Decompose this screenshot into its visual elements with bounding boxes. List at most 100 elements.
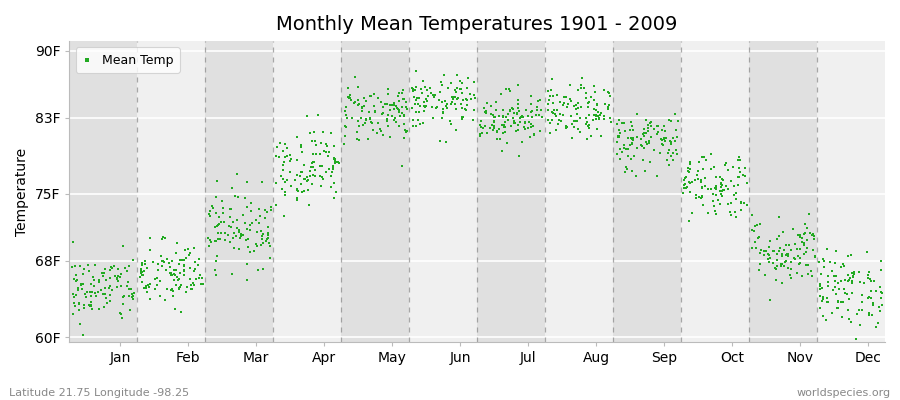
Mean Temp <box>763 297 778 303</box>
Mean Temp <box>231 227 246 233</box>
Mean Temp <box>92 277 106 283</box>
Mean Temp <box>484 122 499 128</box>
Mean Temp <box>151 261 166 268</box>
Mean Temp <box>663 153 678 159</box>
Mean Temp <box>117 292 131 299</box>
Mean Temp <box>264 207 278 213</box>
Mean Temp <box>155 236 169 242</box>
Mean Temp <box>636 157 651 163</box>
Mean Temp <box>813 304 827 311</box>
Mean Temp <box>784 247 798 253</box>
Mean Temp <box>208 266 222 273</box>
Mean Temp <box>239 226 254 232</box>
Mean Temp <box>678 175 692 181</box>
Mean Temp <box>838 277 852 283</box>
Mean Temp <box>455 90 470 97</box>
Mean Temp <box>796 230 811 237</box>
Mean Temp <box>224 271 238 278</box>
Mean Temp <box>354 115 368 122</box>
Mean Temp <box>482 125 497 131</box>
Mean Temp <box>609 150 624 157</box>
Mean Temp <box>710 196 724 203</box>
Mean Temp <box>446 96 461 102</box>
Mean Temp <box>807 254 822 260</box>
Mean Temp <box>507 110 521 117</box>
Mean Temp <box>773 261 788 267</box>
Mean Temp <box>390 105 404 111</box>
Mean Temp <box>146 258 160 265</box>
Mean Temp <box>103 275 117 282</box>
Mean Temp <box>559 93 573 100</box>
Mean Temp <box>715 176 729 183</box>
Mean Temp <box>566 117 580 124</box>
Mean Temp <box>338 141 352 147</box>
Mean Temp <box>69 272 84 278</box>
Mean Temp <box>536 114 550 120</box>
Mean Temp <box>184 250 198 256</box>
Mean Temp <box>677 185 691 191</box>
Mean Temp <box>397 120 411 127</box>
Mean Temp <box>194 281 208 287</box>
Mean Temp <box>515 113 529 119</box>
Mean Temp <box>478 123 492 129</box>
Mean Temp <box>715 188 729 195</box>
Mean Temp <box>666 156 680 163</box>
Mean Temp <box>862 294 877 301</box>
Mean Temp <box>85 289 99 296</box>
Mean Temp <box>761 251 776 258</box>
Mean Temp <box>494 91 508 98</box>
Mean Temp <box>178 255 193 262</box>
Mean Temp <box>304 164 319 170</box>
Mean Temp <box>148 286 162 292</box>
Mean Temp <box>328 158 342 164</box>
Mean Temp <box>331 159 346 165</box>
Mean Temp <box>525 108 539 114</box>
Mean Temp <box>795 234 809 241</box>
Mean Temp <box>399 103 413 110</box>
Mean Temp <box>305 160 320 166</box>
Mean Temp <box>873 308 887 314</box>
Mean Temp <box>793 260 807 266</box>
Mean Temp <box>874 267 888 273</box>
Mean Temp <box>322 148 337 155</box>
Mean Temp <box>616 120 630 126</box>
Mean Temp <box>847 271 861 278</box>
Mean Temp <box>870 320 885 327</box>
Mean Temp <box>188 266 202 272</box>
Mean Temp <box>122 286 137 292</box>
Mean Temp <box>692 159 706 165</box>
Mean Temp <box>654 141 669 147</box>
Mean Temp <box>250 243 265 250</box>
Mean Temp <box>305 181 320 187</box>
Mean Temp <box>343 92 357 98</box>
Mean Temp <box>500 117 515 123</box>
Mean Temp <box>154 253 168 260</box>
Mean Temp <box>668 110 682 117</box>
Mean Temp <box>669 126 683 133</box>
Mean Temp <box>786 226 800 232</box>
Mean Temp <box>359 97 374 104</box>
Mean Temp <box>109 276 123 282</box>
Mean Temp <box>622 126 636 133</box>
Mean Temp <box>713 174 727 180</box>
Mean Temp <box>429 104 444 110</box>
Mean Temp <box>559 122 573 129</box>
Mean Temp <box>82 302 96 308</box>
Mean Temp <box>513 115 527 122</box>
Mean Temp <box>400 129 414 135</box>
Mean Temp <box>588 89 602 95</box>
Mean Temp <box>68 294 82 300</box>
Mean Temp <box>435 115 449 121</box>
Mean Temp <box>791 253 806 259</box>
Mean Temp <box>734 207 749 214</box>
Mean Temp <box>169 240 184 246</box>
Mean Temp <box>315 163 329 170</box>
Mean Temp <box>181 252 195 258</box>
Mean Temp <box>418 104 432 110</box>
Mean Temp <box>745 244 760 251</box>
Mean Temp <box>725 164 740 170</box>
Mean Temp <box>844 319 859 326</box>
Mean Temp <box>644 123 659 130</box>
Mean Temp <box>243 222 257 228</box>
Mean Temp <box>634 136 649 143</box>
